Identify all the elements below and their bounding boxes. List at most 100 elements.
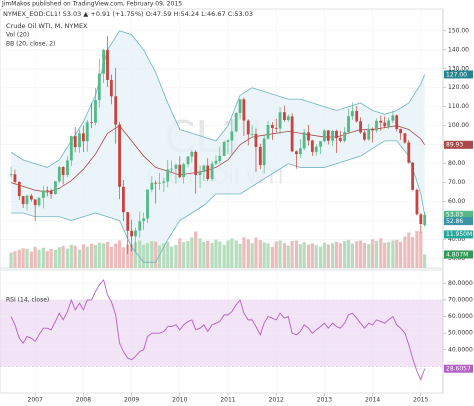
- volume-bar: [157, 245, 162, 268]
- candle-body: [338, 138, 342, 141]
- y-tick-label: 140.00: [448, 46, 469, 53]
- candle-body: [162, 181, 166, 183]
- volume-bar: [89, 243, 94, 268]
- volume-bar: [371, 239, 375, 268]
- candle-body: [33, 199, 37, 206]
- indicator-label: Vol (20): [6, 32, 29, 39]
- volume-bar: [254, 237, 258, 268]
- candle-body: [266, 124, 270, 139]
- x-tick-label: 2011: [220, 397, 235, 404]
- volume-bar: [403, 236, 407, 268]
- candle-body: [367, 128, 371, 140]
- candle-body: [383, 122, 387, 127]
- volume-bar: [25, 248, 29, 268]
- volume-bar: [379, 238, 383, 268]
- volume-bar: [226, 240, 230, 268]
- volume-bar: [238, 243, 242, 268]
- y-tick-label: 150.00: [448, 27, 469, 34]
- volume-bar: [310, 243, 314, 268]
- candle-body: [134, 230, 137, 237]
- candle-body: [363, 132, 366, 140]
- y-tick-label: 130.00: [448, 65, 469, 72]
- volume-bar: [334, 241, 339, 268]
- candle-body: [57, 167, 61, 182]
- volume-bar: [314, 245, 318, 268]
- x-tick-label: 2013: [317, 397, 332, 404]
- candle-body: [295, 151, 298, 155]
- volume-bar: [302, 242, 306, 268]
- candle-body: [415, 189, 419, 215]
- volume-bar: [53, 249, 58, 268]
- candle-body: [218, 155, 222, 161]
- volume-bar: [214, 239, 218, 268]
- volume-bar: [206, 241, 210, 268]
- volume-bar: [97, 242, 101, 268]
- y-tick-label: 60.0000: [448, 313, 473, 320]
- volume-bar: [174, 244, 178, 268]
- volume-bar: [326, 244, 330, 268]
- volume-bar: [105, 242, 110, 268]
- y-tick-label: 50.0000: [448, 330, 473, 337]
- candle-body: [258, 146, 262, 166]
- volume-bar: [121, 247, 126, 268]
- volume-bar: [278, 240, 282, 268]
- volume-bar: [230, 238, 234, 268]
- volume-bar: [318, 246, 323, 268]
- volume-bar: [290, 241, 294, 268]
- volume-bar: [45, 251, 49, 268]
- candle-body: [359, 121, 362, 133]
- y-tick-label: 60.00: [448, 198, 465, 205]
- volume-bar: [322, 242, 327, 268]
- candle-body: [29, 195, 33, 200]
- volume-bar: [102, 243, 106, 268]
- price-tag-label: 52.86: [446, 218, 463, 225]
- volume-bar: [350, 243, 354, 268]
- price-tag-label: 4.807M: [446, 251, 468, 258]
- price-tag-label: 127.00: [446, 71, 467, 78]
- price-tag: [444, 70, 473, 79]
- volume-bar: [142, 244, 146, 268]
- volume-bar: [286, 245, 290, 268]
- candle-body: [270, 124, 274, 128]
- volume-bar: [258, 240, 262, 268]
- volume-bar: [274, 241, 278, 268]
- volume-bar: [17, 249, 21, 268]
- volume-bar: [77, 249, 82, 268]
- candle-body: [49, 190, 53, 194]
- x-tick-label: 2010: [172, 397, 187, 404]
- volume-bar: [362, 242, 367, 268]
- y-tick-label: 80.00: [448, 160, 465, 167]
- quote-line: NYMEX_EOD:CL1! 53.03 ▲ +0.91 (+1.75%) O:…: [3, 10, 253, 18]
- candle-body: [307, 132, 310, 141]
- y-tick-label: 40.00: [448, 236, 465, 243]
- x-tick-label: 2007: [28, 397, 43, 404]
- candle-body: [391, 115, 395, 121]
- volume-bar: [9, 252, 13, 268]
- plot-layer: 30.0040.0050.0060.0070.0080.0090.00100.0…: [0, 8, 473, 404]
- candle-body: [178, 164, 182, 178]
- candle-body: [90, 122, 93, 124]
- candle-body: [174, 164, 178, 169]
- price-tag: [444, 230, 473, 239]
- candle-body: [395, 115, 399, 130]
- candle-body: [419, 214, 423, 224]
- candle-body: [214, 160, 218, 164]
- candle-body: [250, 133, 254, 135]
- volume-bar: [407, 232, 411, 268]
- candle-body: [274, 127, 278, 129]
- volume-bar: [395, 239, 399, 268]
- candle-body: [114, 96, 118, 125]
- volume-bar: [262, 242, 266, 268]
- volume-bar: [270, 246, 274, 268]
- candle-body: [97, 73, 101, 101]
- volume-bar: [162, 243, 166, 268]
- candle-body: [226, 140, 230, 143]
- candle-body: [37, 197, 41, 206]
- candle-body: [319, 141, 322, 147]
- volume-bar: [170, 246, 174, 268]
- candle-body: [222, 142, 226, 156]
- y-tick-label: 110.00: [448, 103, 469, 110]
- candle-body: [186, 156, 190, 165]
- candle-body: [202, 165, 206, 172]
- volume-bar: [178, 238, 182, 268]
